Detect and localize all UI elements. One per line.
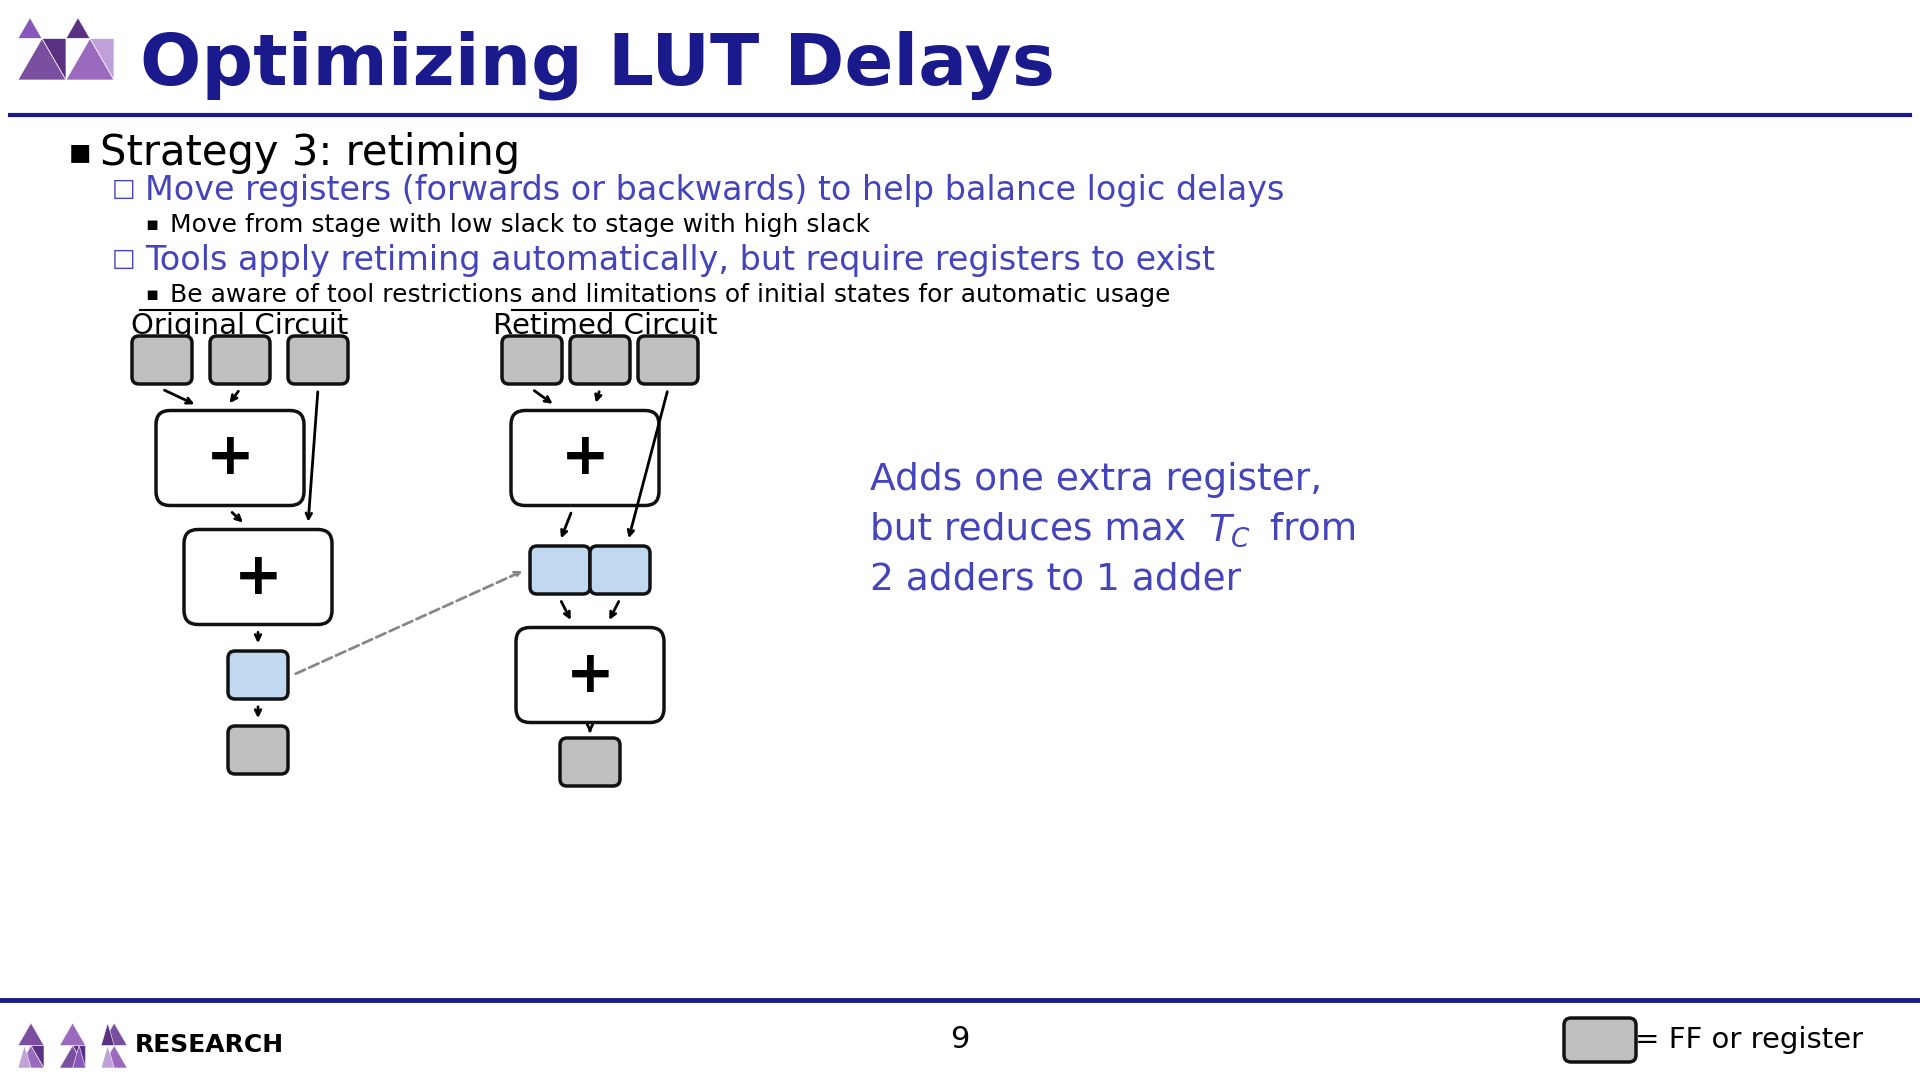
Text: Strategy 3: retiming: Strategy 3: retiming [100,132,520,174]
Polygon shape [65,39,113,80]
Polygon shape [17,1023,44,1045]
Polygon shape [73,1045,86,1068]
Polygon shape [17,17,42,39]
Text: from: from [1258,512,1357,548]
Text: but reduces max: but reduces max [870,512,1198,548]
FancyBboxPatch shape [530,546,589,594]
FancyBboxPatch shape [156,410,303,505]
Polygon shape [102,1023,113,1045]
FancyBboxPatch shape [516,627,664,723]
Text: Move from stage with low slack to stage with high slack: Move from stage with low slack to stage … [171,213,870,237]
FancyBboxPatch shape [209,336,271,384]
Polygon shape [102,1045,127,1068]
FancyBboxPatch shape [132,336,192,384]
Text: 9: 9 [950,1026,970,1054]
Polygon shape [90,39,113,80]
Polygon shape [73,1045,86,1068]
FancyBboxPatch shape [288,336,348,384]
Polygon shape [42,39,65,80]
Text: Optimizing LUT Delays: Optimizing LUT Delays [140,30,1054,99]
Text: Be aware of tool restrictions and limitations of initial states for automatic us: Be aware of tool restrictions and limita… [171,283,1171,307]
Polygon shape [17,1045,44,1068]
Text: +: + [234,549,282,606]
FancyBboxPatch shape [637,336,699,384]
FancyBboxPatch shape [228,726,288,774]
Polygon shape [102,1045,113,1068]
Polygon shape [60,1045,86,1068]
FancyBboxPatch shape [511,410,659,505]
Text: ▪: ▪ [146,285,157,303]
Polygon shape [17,39,65,80]
Polygon shape [102,1023,127,1045]
Polygon shape [60,1023,86,1045]
FancyBboxPatch shape [228,651,288,699]
Text: Tools apply retiming automatically, but require registers to exist: Tools apply retiming automatically, but … [146,244,1215,276]
Text: 2 adders to 1 adder: 2 adders to 1 adder [870,562,1240,598]
Text: Retimed Circuit: Retimed Circuit [493,312,718,340]
Text: +: + [566,647,614,703]
Text: Adds one extra register,: Adds one extra register, [870,462,1323,498]
FancyBboxPatch shape [570,336,630,384]
Text: +: + [205,430,253,486]
FancyBboxPatch shape [561,738,620,786]
Text: □: □ [111,177,136,201]
Text: ▪: ▪ [146,215,157,234]
Text: $\mathit{T}_C$: $\mathit{T}_C$ [1208,512,1252,549]
Polygon shape [17,1045,31,1068]
Text: +: + [561,430,609,486]
FancyBboxPatch shape [184,529,332,624]
Polygon shape [31,1045,44,1068]
FancyBboxPatch shape [501,336,563,384]
Text: ▪: ▪ [67,135,92,168]
Text: Move registers (forwards or backwards) to help balance logic delays: Move registers (forwards or backwards) t… [146,174,1284,207]
FancyBboxPatch shape [1565,1018,1636,1062]
FancyBboxPatch shape [589,546,651,594]
Text: □: □ [111,247,136,271]
Polygon shape [65,17,90,39]
Text: = FF or register: = FF or register [1636,1026,1862,1054]
Text: Original Circuit: Original Circuit [131,312,349,340]
Text: RESEARCH: RESEARCH [134,1034,284,1057]
